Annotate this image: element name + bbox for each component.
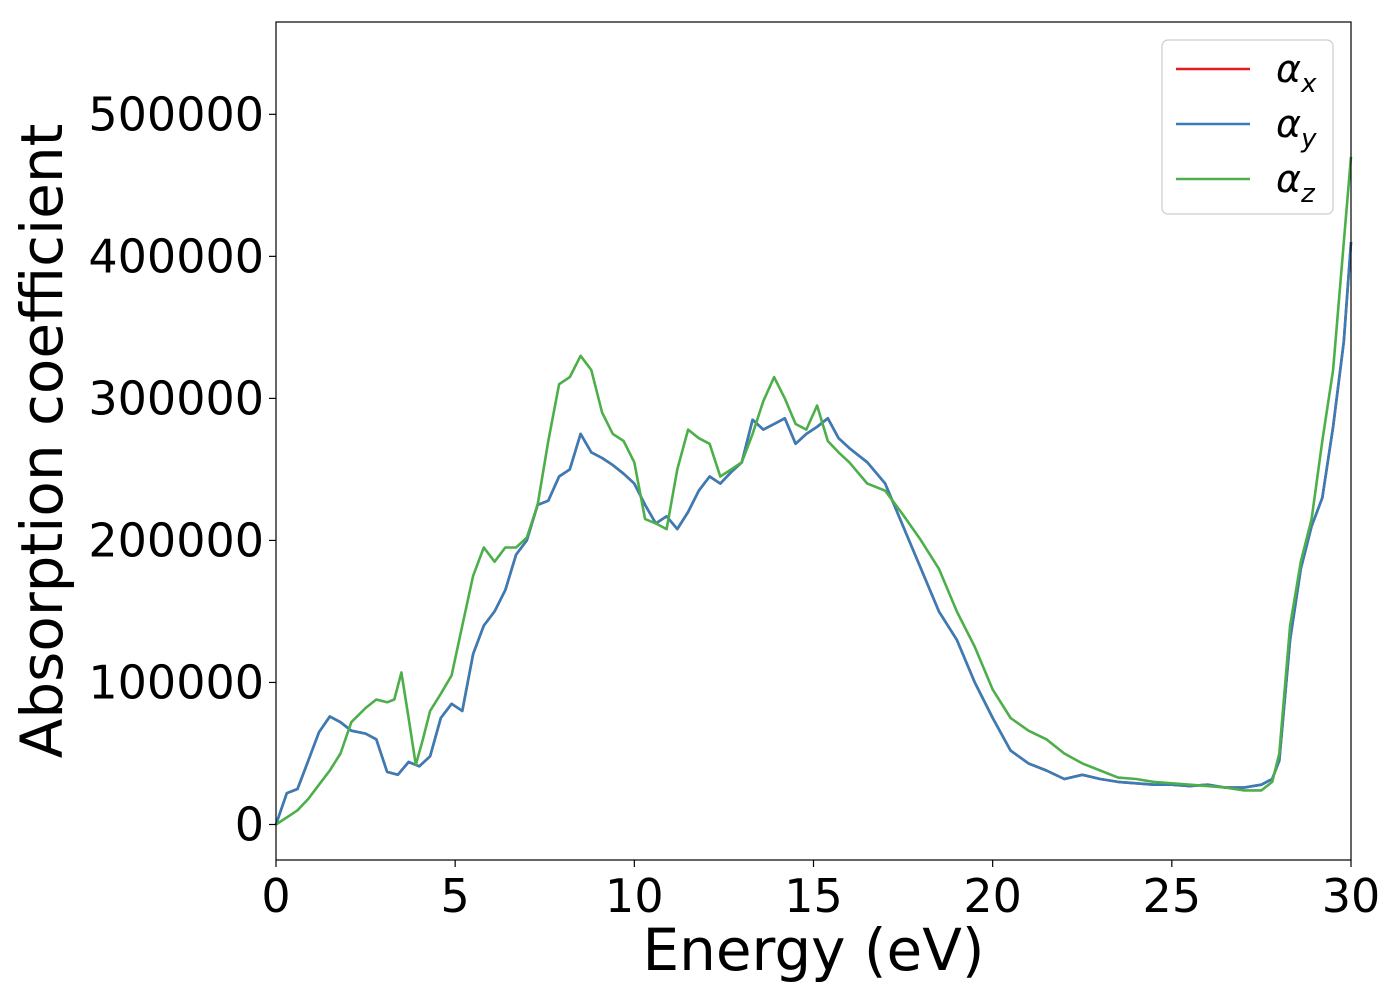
y-tick-label: 400000: [88, 229, 264, 283]
x-tick-label: 0: [261, 869, 290, 923]
y-tick-label: 200000: [88, 513, 264, 567]
y-axis-label: Absorption coefficient: [8, 124, 76, 759]
y-axis: 0 100000 200000 300000 400000 500000: [88, 87, 276, 851]
series-line-z: [275, 156, 1353, 826]
legend-box: [1161, 39, 1334, 215]
x-axis-label: Energy (eV): [642, 916, 984, 984]
x-tick-label: 25: [1143, 869, 1202, 923]
series-layer: [274, 156, 1353, 826]
y-tick-label: 100000: [88, 655, 264, 709]
y-tick-label: 300000: [88, 371, 264, 425]
y-tick-label: 500000: [88, 87, 264, 141]
x-tick-label: 30: [1322, 869, 1381, 923]
legend-label-y: αy: [1276, 102, 1317, 154]
x-tick-label: 10: [605, 869, 664, 923]
x-tick-label: 15: [784, 869, 843, 923]
y-tick-label: 0: [235, 797, 264, 851]
legend-label-z: αz: [1276, 157, 1316, 209]
x-tick-label: 20: [963, 869, 1022, 923]
x-tick-label: 5: [441, 869, 470, 923]
x-axis: 0 5 10 15 20 25 30: [261, 860, 1380, 923]
legend-label-x: αx: [1276, 47, 1317, 99]
